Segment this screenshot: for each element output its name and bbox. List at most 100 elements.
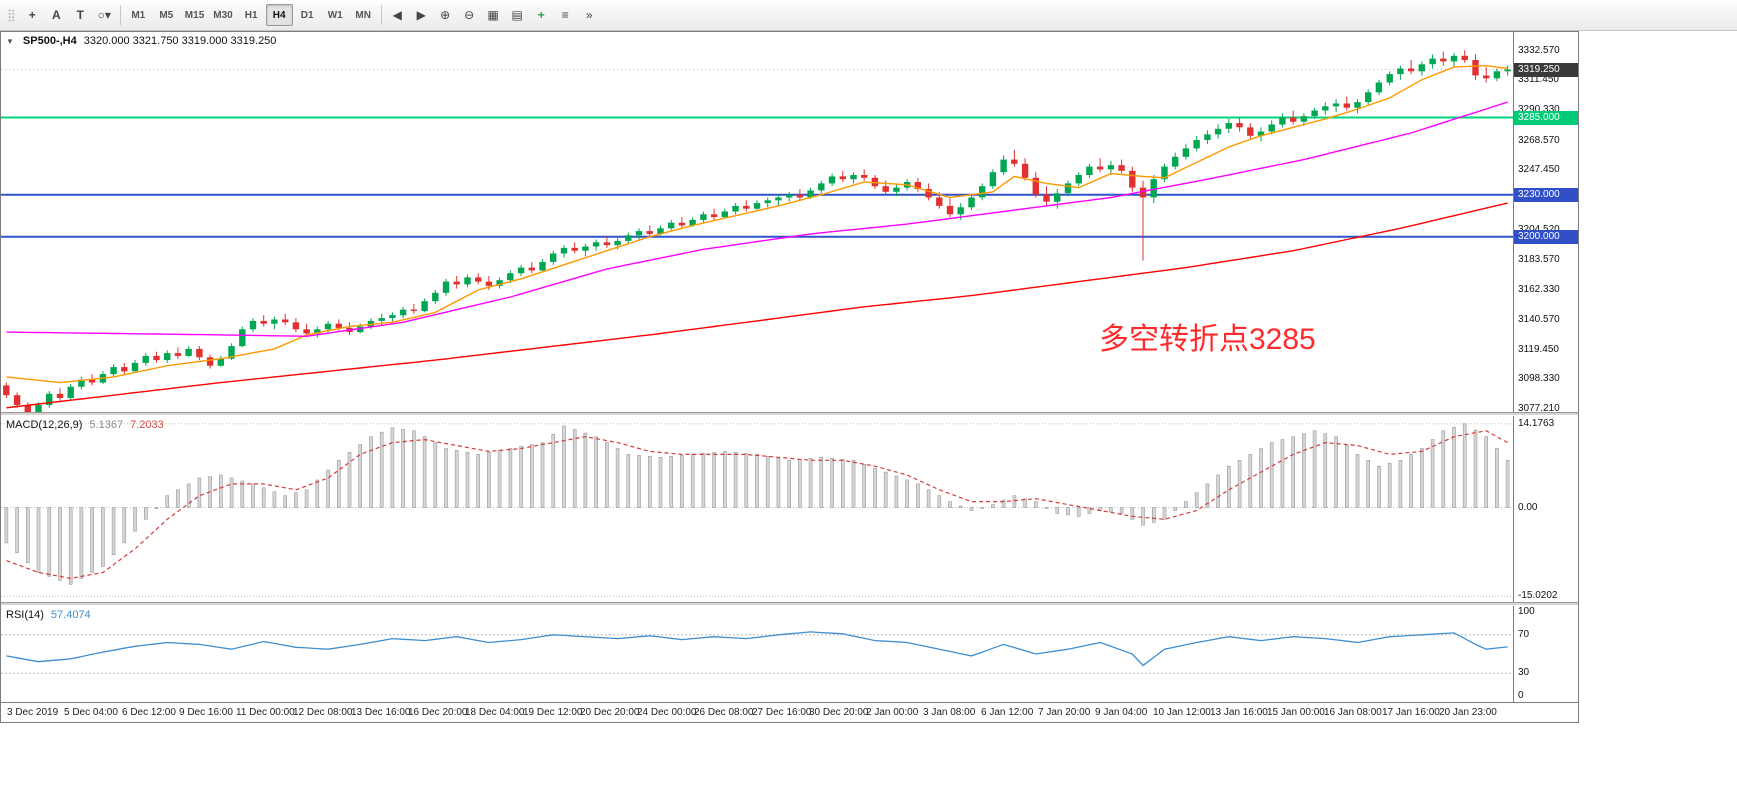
timeframe-H1[interactable]: H1 bbox=[244, 9, 258, 21]
time-label: 15 Jan 00:00 bbox=[1267, 707, 1325, 718]
time-label: 24 Dec 00:00 bbox=[637, 707, 697, 718]
time-label: 27 Dec 16:00 bbox=[752, 707, 812, 718]
toolbar-grip[interactable]: ⣿ bbox=[3, 4, 20, 26]
text-label-tool[interactable]: A bbox=[45, 4, 68, 26]
scroll-right-icon: ▶ bbox=[416, 8, 426, 22]
time-label: 30 Dec 20:00 bbox=[809, 707, 869, 718]
rsi-value: 57.4074 bbox=[50, 609, 91, 621]
text-tool[interactable]: T bbox=[69, 4, 92, 26]
cascade-windows[interactable]: ▤ bbox=[506, 4, 529, 26]
auto-scroll[interactable]: » bbox=[578, 4, 601, 26]
macd-label: MACD(12,26,9) bbox=[6, 419, 83, 431]
time-label: 13 Jan 16:00 bbox=[1210, 707, 1268, 718]
symbol-label: SP500-,H4 bbox=[22, 35, 77, 47]
toolbar-right-tools: ◀ ▶ ⊕ ⊖ ▦ ▤ + ≡ » bbox=[386, 4, 601, 26]
price-tick: 3290.330 bbox=[1518, 104, 1560, 115]
chart-annotation: 多空转折点3285 bbox=[1099, 323, 1316, 356]
time-label: 12 Dec 08:00 bbox=[293, 707, 353, 718]
rsi-tick: 100 bbox=[1518, 606, 1535, 617]
level-marker: 3200.000 bbox=[1514, 230, 1578, 244]
main-price-axis[interactable]: 3332.570 3311.450 3290.330 3268.570 3247.450… bbox=[1513, 32, 1578, 414]
text-label-tool-icon: A bbox=[51, 8, 61, 22]
price-tick: 3162.330 bbox=[1518, 284, 1560, 295]
time-label: 16 Jan 08:00 bbox=[1324, 707, 1382, 718]
timeframe-M15[interactable]: M15 bbox=[184, 9, 205, 21]
chart-window: ▼ SP500-,H4 3320.000 3321.750 3319.000 3… bbox=[0, 31, 1579, 723]
zoom-in[interactable]: ⊕ bbox=[434, 4, 457, 26]
macd-splitter[interactable] bbox=[1, 412, 1578, 416]
macd-plot[interactable]: MACD(12,26,9) 5.1367 7.2033 bbox=[1, 416, 1513, 602]
chart-title: ▼ SP500-,H4 3320.000 3321.750 3319.000 3… bbox=[6, 35, 276, 47]
shapes-tool[interactable]: ○▾ bbox=[93, 4, 116, 26]
rsi-tick: 30 bbox=[1518, 667, 1530, 678]
text-tool-icon: T bbox=[76, 8, 84, 22]
time-label: 16 Dec 20:00 bbox=[408, 707, 468, 718]
macd-row: MACD(12,26,9) 5.1367 7.2033 14.1763 0.00 -… bbox=[1, 416, 1578, 602]
rsi-plot[interactable]: RSI(14) 57.4074 bbox=[1, 606, 1513, 702]
rsi-price-axis[interactable]: 100 70 30 0 bbox=[1513, 606, 1578, 702]
toolbar-separator bbox=[380, 5, 382, 25]
time-label: 9 Jan 04:00 bbox=[1095, 707, 1148, 718]
time-axis[interactable]: 3 Dec 2019 5 Dec 04:00 6 Dec 12:00 9 Dec 16… bbox=[1, 702, 1578, 722]
time-label: 3 Dec 2019 bbox=[7, 707, 59, 718]
toolbar-left-tools: ⣿ + A T ○▾ bbox=[3, 4, 116, 26]
timeframe-M5[interactable]: M5 bbox=[159, 9, 174, 21]
time-label: 19 Dec 12:00 bbox=[523, 707, 583, 718]
time-label: 13 Dec 16:00 bbox=[351, 707, 411, 718]
time-label: 17 Jan 16:00 bbox=[1382, 707, 1440, 718]
time-label: 3 Jan 08:00 bbox=[923, 707, 976, 718]
price-tick: 3311.450 bbox=[1518, 74, 1559, 85]
price-tick: 3204.520 bbox=[1518, 224, 1560, 236]
toolbar-timeframes: M1 M5 M15 M30 H1 H4 D1 W1 MN bbox=[125, 4, 377, 26]
indicators-list[interactable]: ≡ bbox=[554, 4, 577, 26]
right-blank-area bbox=[1579, 31, 1737, 796]
timeframe-H4[interactable]: H4 bbox=[265, 4, 293, 26]
cascade-windows-icon: ▤ bbox=[511, 8, 523, 22]
zoom-in-icon: ⊕ bbox=[440, 8, 451, 22]
macd-tick: 0.00 bbox=[1518, 502, 1538, 513]
collapse-icon[interactable]: ▼ bbox=[6, 36, 14, 46]
macd-value: 5.1367 bbox=[89, 419, 124, 431]
rsi-splitter[interactable] bbox=[1, 602, 1578, 606]
tile-windows[interactable]: ▦ bbox=[482, 4, 505, 26]
zoom-out[interactable]: ⊖ bbox=[458, 4, 481, 26]
timeframe-M1[interactable]: M1 bbox=[131, 9, 146, 21]
time-label: 18 Dec 04:00 bbox=[465, 707, 525, 718]
time-label: 9 Dec 16:00 bbox=[179, 707, 233, 718]
price-tick: 3077.210 bbox=[1518, 403, 1560, 414]
timeframe-MN[interactable]: MN bbox=[355, 9, 371, 21]
rsi-tick: 0 bbox=[1518, 690, 1524, 701]
scroll-left[interactable]: ◀ bbox=[386, 4, 409, 26]
price-tick: 3332.570 bbox=[1518, 45, 1560, 56]
candlestick-svg bbox=[1, 50, 1513, 412]
crosshair-tool[interactable]: + bbox=[21, 4, 44, 26]
main-chart-row: ▼ SP500-,H4 3320.000 3321.750 3319.000 3… bbox=[1, 32, 1578, 414]
price-tick: 3268.570 bbox=[1518, 135, 1560, 146]
time-label: 20 Jan 23:00 bbox=[1439, 707, 1497, 718]
auto-scroll-icon: » bbox=[585, 8, 593, 22]
rsi-header: RSI(14) 57.4074 bbox=[6, 609, 91, 621]
tile-windows-icon: ▦ bbox=[487, 8, 499, 22]
crosshair-tool-icon: + bbox=[28, 8, 36, 22]
main-chart-plot[interactable]: ▼ SP500-,H4 3320.000 3321.750 3319.000 3… bbox=[1, 32, 1513, 412]
toolbar: ⣿ + A T ○▾ M1 M5 M15 M30 H1 H4 D1 W1 MN ◀ ▶ ⊕ ⊖ ▦ ▤ + ≡ » bbox=[0, 0, 1737, 31]
rsi-label: RSI(14) bbox=[6, 609, 44, 621]
price-tick: 3140.570 bbox=[1518, 314, 1560, 325]
rsi-svg bbox=[1, 631, 1513, 674]
zoom-out-icon: ⊖ bbox=[464, 8, 475, 22]
shapes-tool-icon: ○▾ bbox=[97, 8, 111, 22]
time-label: 20 Dec 20:00 bbox=[580, 707, 640, 718]
new-chart-icon: + bbox=[537, 8, 545, 22]
time-label: 6 Dec 12:00 bbox=[122, 707, 176, 718]
macd-header: MACD(12,26,9) 5.1367 7.2033 bbox=[6, 419, 164, 431]
time-label: 26 Dec 08:00 bbox=[694, 707, 754, 718]
timeframe-D1[interactable]: D1 bbox=[300, 9, 314, 21]
scroll-right[interactable]: ▶ bbox=[410, 4, 433, 26]
timeframe-M30[interactable]: M30 bbox=[213, 9, 233, 21]
new-chart[interactable]: + bbox=[530, 4, 553, 26]
macd-axis[interactable]: 14.1763 0.00 -15.0202 bbox=[1513, 416, 1578, 602]
macd-signal-value: 7.2033 bbox=[130, 419, 164, 431]
timeframe-W1[interactable]: W1 bbox=[327, 9, 343, 21]
price-tick: 3119.450 bbox=[1518, 344, 1559, 355]
toolbar-grip-icon: ⣿ bbox=[7, 8, 16, 22]
